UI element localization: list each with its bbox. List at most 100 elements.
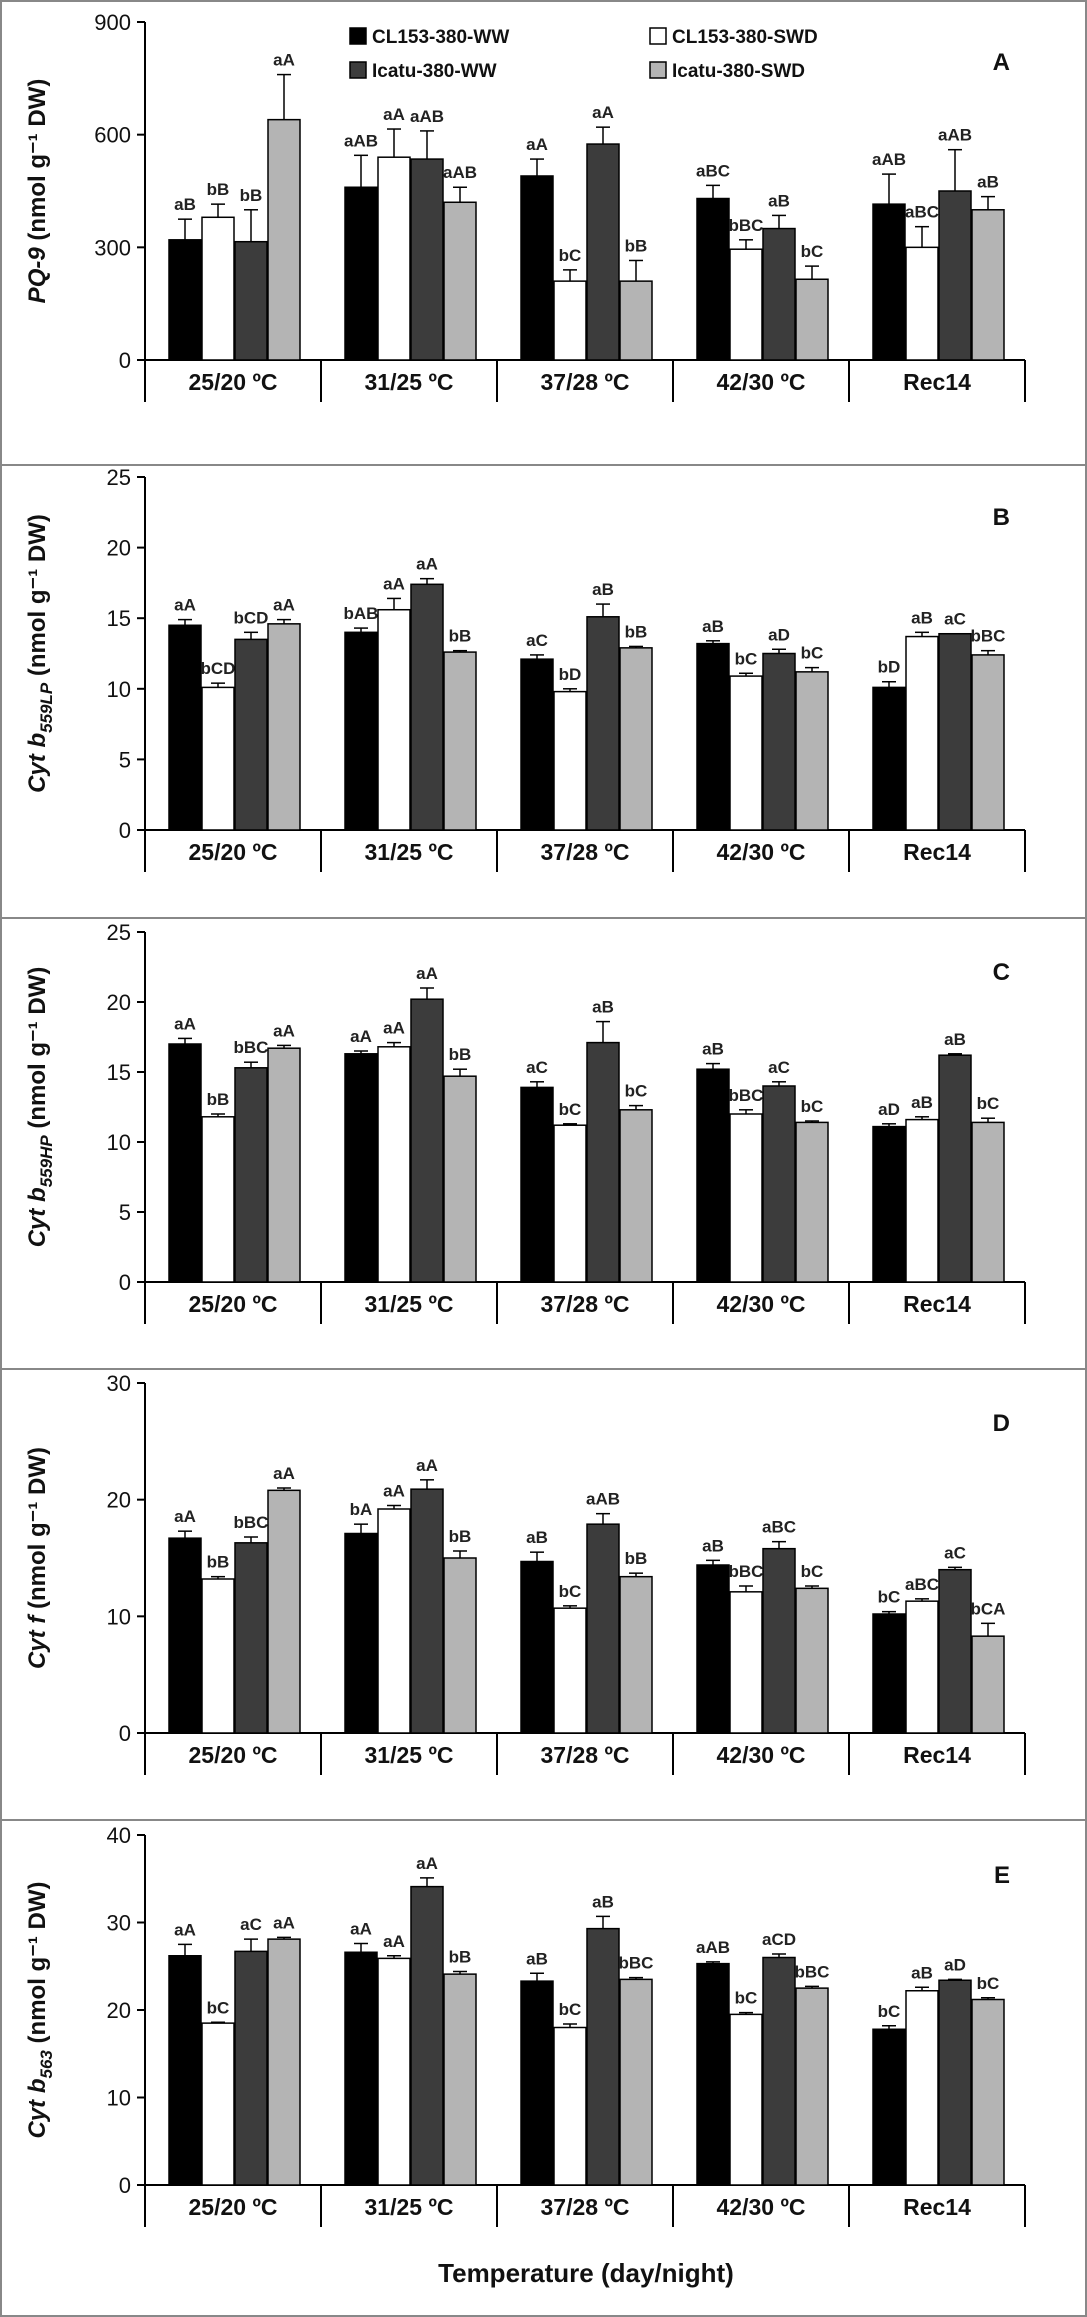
legend-label: CL153-380-WW [372, 27, 509, 48]
legend-swatch [349, 61, 367, 79]
bar [872, 1613, 906, 1734]
data-label: bA [350, 1500, 373, 1519]
x-tick-label: 42/30 ºC [717, 2194, 806, 2220]
data-label: bB [207, 1090, 230, 1109]
data-label: bCD [201, 659, 236, 678]
data-label: aA [174, 596, 196, 615]
panel-letter: C [993, 959, 1010, 986]
data-label: aB [592, 998, 614, 1017]
bar [795, 1987, 829, 2186]
data-label: bC [801, 242, 824, 261]
data-label: bC [207, 1998, 230, 2017]
data-label: bBC [729, 216, 764, 235]
x-tick-label: 25/20 ºC [189, 369, 278, 395]
bar [938, 632, 972, 831]
data-label: aB [911, 1963, 933, 1982]
data-label: bBC [729, 1086, 764, 1105]
data-label: aAB [872, 150, 906, 169]
bar [168, 1043, 202, 1283]
data-label: bC [559, 2000, 582, 2019]
panel-letter: B [993, 504, 1010, 531]
bar [696, 1564, 730, 1734]
y-tick-label: 20 [107, 1488, 131, 1513]
data-label: aC [526, 1058, 548, 1077]
data-label: bC [735, 649, 758, 668]
data-label: aB [592, 1892, 614, 1911]
data-label: bC [977, 1974, 1000, 1993]
y-tick-label: 0 [119, 818, 131, 843]
data-label: bC [735, 1989, 758, 2008]
legend-label: Icatu-380-WW [372, 61, 497, 82]
bar [905, 246, 939, 361]
y-tick-label: 10 [107, 2086, 131, 2111]
data-label: bBC [795, 1962, 830, 1981]
bar [762, 1085, 796, 1283]
data-label: aB [977, 173, 999, 192]
legend-label: CL153-380-SWD [672, 27, 818, 48]
data-label: bBC [234, 1038, 269, 1057]
data-label: aA [273, 1913, 295, 1932]
x-tick-label: Rec14 [903, 1291, 971, 1317]
x-tick-label: 31/25 ºC [365, 839, 454, 865]
data-label: aC [944, 610, 966, 629]
y-tick-label: 15 [107, 606, 131, 631]
y-axis-title-italic: Cyt f [24, 1614, 51, 1669]
bar [168, 239, 202, 361]
x-tick-label: 37/28 ºC [541, 2194, 630, 2220]
y-axis-title-italic: Cyt b [24, 1187, 51, 1247]
legend-swatch [649, 61, 667, 79]
data-label: bC [801, 644, 824, 663]
data-label: bC [878, 2002, 901, 2021]
chart-panel-e: 0 10 20 30 40 25/20 ºC 31/25 ºC 37/28 ºC 42/30 º… [24, 1823, 1026, 2227]
data-label: aA [383, 1482, 405, 1501]
data-label: aA [273, 596, 295, 615]
y-tick-label: 30 [107, 1371, 131, 1396]
data-label: aA [273, 1464, 295, 1483]
y-axis-title: Cyt b563 (nmol g⁻¹ DW) [24, 1882, 56, 2139]
bar [410, 158, 444, 361]
data-label: bB [240, 186, 263, 205]
bar [762, 227, 796, 361]
y-axis-title-unit: (nmol g⁻¹ DW) [24, 1882, 51, 2051]
y-axis-title-unit: (nmol g⁻¹ DW) [24, 1447, 51, 1616]
bar [201, 216, 235, 361]
bar [696, 1962, 730, 2186]
x-tick-label: 31/25 ºC [365, 369, 454, 395]
data-label: aA [383, 1019, 405, 1038]
bar [344, 631, 378, 831]
legend-swatch [649, 27, 667, 45]
y-tick-label: 300 [94, 235, 131, 260]
y-tick-label: 5 [119, 1200, 131, 1225]
data-label: aA [350, 1920, 372, 1939]
y-axis-title-unit: (nmol g⁻¹ DW) [24, 514, 51, 683]
data-label: bC [801, 1562, 824, 1581]
y-axis-title-subscript: 559HP [37, 1135, 56, 1188]
bar [553, 280, 587, 361]
data-label: aB [526, 1949, 548, 1968]
bar [168, 624, 202, 831]
bar [443, 1075, 477, 1283]
data-label: bC [977, 1094, 1000, 1113]
data-label: aD [944, 1955, 966, 1974]
data-label: aD [878, 1100, 900, 1119]
y-axis-title-subscript: 563 [37, 2050, 56, 2079]
bar [201, 2022, 235, 2186]
data-label: aA [174, 1507, 196, 1526]
bar [553, 1124, 587, 1283]
bar [905, 1990, 939, 2186]
bar [729, 675, 763, 831]
bar [938, 1568, 972, 1734]
bar [795, 278, 829, 361]
data-label: bCA [971, 1599, 1006, 1618]
x-tick-label: 42/30 ºC [717, 839, 806, 865]
bar [520, 658, 554, 831]
data-label: bB [449, 627, 472, 646]
bar [586, 143, 620, 361]
bar [586, 1927, 620, 2186]
data-label: aAB [938, 126, 972, 145]
data-label: aA [174, 1920, 196, 1939]
data-label: aA [273, 1021, 295, 1040]
panel-letter: D [993, 1410, 1010, 1437]
data-label: aBC [905, 203, 939, 222]
data-label: aCD [762, 1930, 796, 1949]
